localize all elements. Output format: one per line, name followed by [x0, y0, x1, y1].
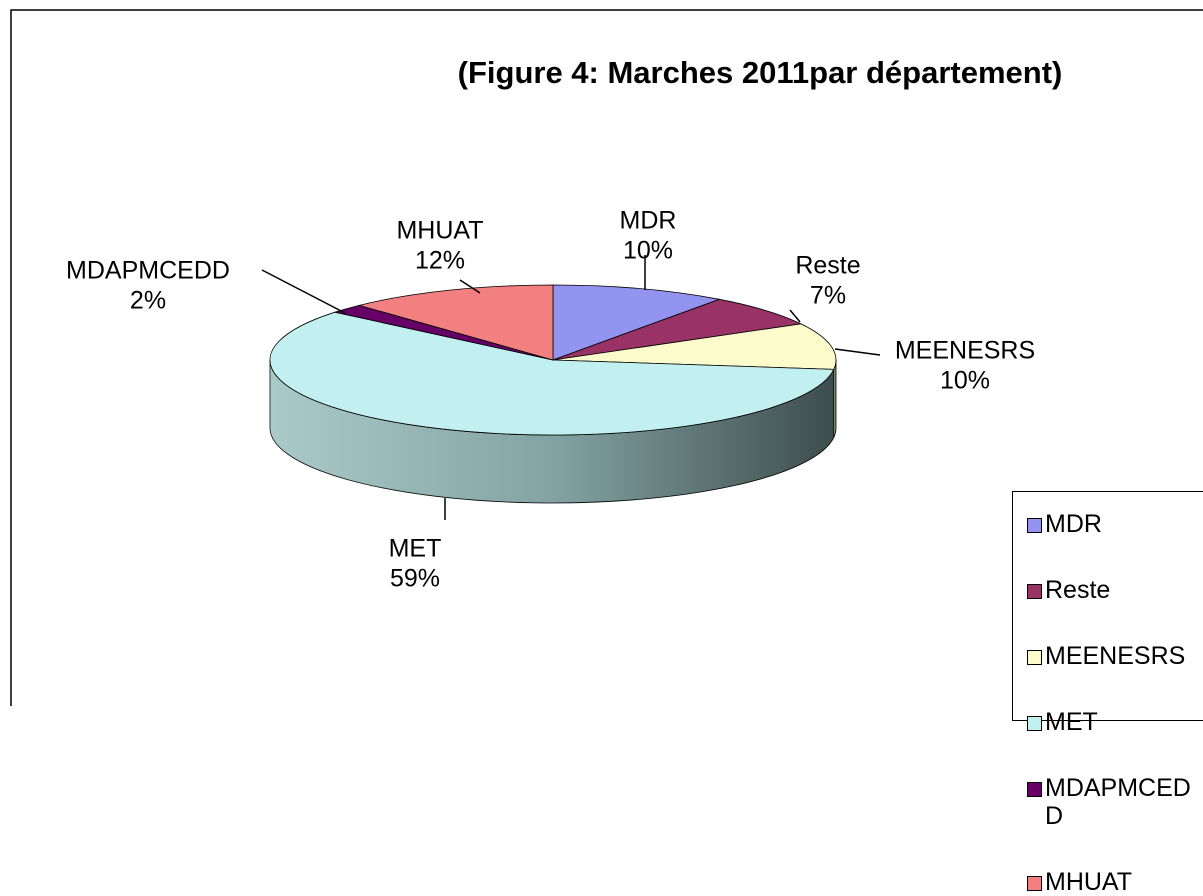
leader-line	[261, 269, 346, 314]
legend-label: MEENESRS	[1045, 642, 1186, 670]
legend-item: MET	[1027, 708, 1203, 736]
legend: MDR Reste MEENESRS MET MDAPMCEDD MHUAT	[1012, 491, 1203, 896]
data-label: 59%	[390, 565, 440, 593]
data-label: 10%	[940, 367, 990, 395]
data-label-name: MDR	[620, 207, 677, 235]
data-label-name: Reste	[795, 252, 860, 280]
data-label-name: MEENESRS	[895, 337, 1035, 365]
legend-label: MHUAT	[1045, 868, 1133, 896]
chart-title: (Figure 4: Marches 2011par département)	[458, 55, 1063, 90]
slice	[552, 323, 837, 370]
legend-item: MEENESRS	[1027, 642, 1203, 670]
slice-side-shade	[270, 360, 834, 503]
data-label: 2%	[130, 287, 166, 315]
legend-item: MHUAT	[1027, 868, 1203, 896]
leader-line	[789, 309, 801, 323]
slice-side-shade	[833, 360, 836, 438]
data-label: 12%	[415, 247, 465, 275]
slice	[269, 311, 835, 436]
legend-label: MDR	[1045, 510, 1102, 538]
legend-label: Reste	[1045, 576, 1111, 604]
legend-swatch	[1027, 518, 1042, 533]
legend-swatch	[1027, 782, 1042, 797]
legend-label: MDAPMCEDD	[1045, 774, 1191, 830]
legend-swatch	[1027, 650, 1042, 665]
data-label: 10%	[623, 237, 673, 265]
page: {"chart_data": {"type": "pie3d", "title"…	[10, 9, 1203, 896]
legend-label: MET	[1045, 708, 1098, 736]
leader-line	[459, 279, 481, 294]
legend-item: Reste	[1027, 576, 1203, 604]
data-label-name: MDAPMCEDD	[66, 257, 230, 285]
legend-item: MDAPMCEDD	[1027, 774, 1203, 830]
slice	[552, 284, 721, 361]
legend-swatch	[1027, 716, 1042, 731]
data-label-name: MET	[389, 535, 442, 563]
legend-item: MDR	[1027, 510, 1203, 538]
data-label: 7%	[810, 282, 846, 310]
frame	[10, 9, 1203, 706]
slice	[552, 298, 803, 361]
data-label-name: MHUAT	[396, 217, 483, 245]
slice	[357, 284, 554, 361]
legend-swatch	[1027, 584, 1042, 599]
leader-line	[834, 348, 881, 356]
legend-swatch	[1027, 876, 1042, 891]
chart: (Figure 4: Marches 2011par département) …	[10, 9, 1203, 706]
